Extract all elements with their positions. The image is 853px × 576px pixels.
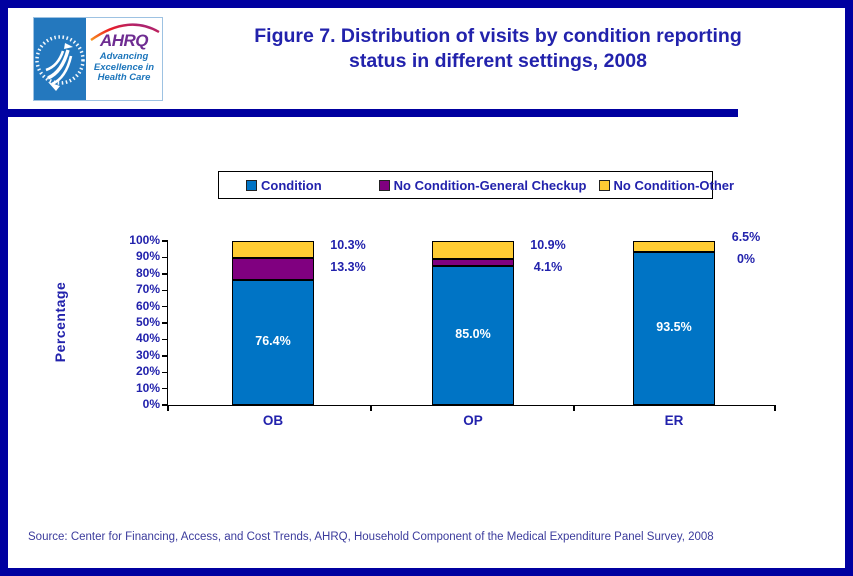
y-axis-tick [162, 371, 168, 373]
y-axis-tick-label: 100% [129, 233, 160, 247]
ahrq-logo-panel: AHRQ Advancing Excellence in Health Care [86, 18, 162, 100]
y-axis-tick-label: 60% [135, 298, 160, 313]
x-axis-line [166, 404, 776, 407]
legend-item-no-condition-general-checkup: No Condition-General Checkup [378, 177, 587, 193]
bar-value-label: 85.0% [455, 327, 491, 342]
header-divider-bar [8, 109, 738, 117]
hhs-eagle-icon [35, 35, 85, 91]
data-label-er-general-checkup: 0% [736, 252, 756, 266]
data-label-ob-other: 10.3% [330, 238, 366, 252]
y-axis-tick [162, 404, 168, 406]
legend-item-condition: Condition [246, 178, 322, 193]
y-axis-tick-label: 80% [135, 265, 160, 280]
y-axis-tick [162, 355, 168, 357]
legend-label-condition: Condition [261, 177, 322, 193]
ahrq-tagline-line1: Advancing [99, 51, 149, 62]
bar-segment-no-condition-other [432, 241, 514, 259]
figure-title-line1: Figure 7. Distribution of visits by cond… [254, 25, 742, 47]
legend-swatch-no-condition-other [598, 179, 610, 191]
data-label-ob-general-checkup: 13.3% [330, 260, 366, 274]
chart-legend: Condition No Condition-General Checkup N… [218, 171, 734, 199]
ahrq-rainbow-arc-icon [90, 23, 160, 41]
y-axis-tick [162, 322, 168, 324]
y-axis-tick [162, 338, 168, 341]
y-axis-tick-label: 30% [135, 347, 160, 362]
legend-item-no-condition-other: No Condition-Other [598, 177, 735, 193]
legend-swatch-no-condition-general-checkup [378, 179, 390, 191]
bar-value-label: 93.5% [656, 320, 692, 335]
data-label-op-general-checkup: 4.1% [533, 260, 563, 274]
ahrq-tagline-line2: Excellence in [93, 61, 155, 73]
source-note: Source: Center for Financing, Access, an… [28, 531, 714, 543]
y-axis-tick [162, 289, 168, 291]
x-axis-category-label: OB [262, 413, 284, 428]
legend-swatch-condition [246, 179, 257, 191]
ahrq-acronym: AHRQ [99, 31, 149, 50]
ahrq-tagline-line3: Health Care [97, 72, 151, 83]
y-axis-tick [162, 240, 168, 242]
bar-segment-condition [432, 265, 514, 405]
y-axis-tick-label: 10% [135, 380, 160, 395]
x-axis-tick [774, 405, 776, 411]
y-axis-tick-label: 50% [135, 315, 160, 329]
y-axis-tick-label: 70% [135, 282, 160, 297]
bar-segment-no-condition-other [232, 241, 314, 258]
data-label-op-other: 10.9% [530, 238, 566, 252]
bar-segment-no-condition-other [633, 241, 715, 252]
y-axis-tick-label: 0% [142, 397, 160, 411]
legend-label-no-condition-other: No Condition-Other [613, 177, 735, 193]
legend-label-no-condition-general-checkup: No Condition-General Checkup [393, 177, 587, 193]
x-axis-tick [573, 405, 575, 411]
hhs-seal-icon [34, 18, 86, 100]
x-axis-tick [167, 405, 169, 411]
ahrq-hhs-logo: AHRQ Advancing Excellence in Health Care [33, 17, 163, 101]
bar-value-label: 76.4% [255, 334, 291, 349]
bar-segment-condition [232, 279, 314, 405]
y-axis-title: Percentage [52, 281, 68, 363]
x-axis-tick [370, 405, 372, 411]
bar-segment-no-condition-general-checkup [232, 257, 314, 280]
data-label-er-other: 6.5% [731, 230, 761, 244]
y-axis-tick [162, 305, 168, 308]
x-axis-category-label: ER [664, 413, 684, 428]
figure-title: Figure 7. Distribution of visits by cond… [158, 24, 838, 74]
x-axis-category-label: OP [463, 413, 483, 428]
y-axis-tick-label: 40% [135, 331, 160, 346]
bar-segment-condition [633, 251, 715, 405]
y-axis-tick [162, 387, 168, 390]
y-axis-tick-label: 90% [135, 249, 160, 264]
figure-title-line2: status in different settings, 2008 [349, 50, 647, 72]
y-axis-tick [162, 273, 168, 275]
y-axis-tick-label: 20% [135, 364, 160, 379]
bar-segment-no-condition-general-checkup [432, 258, 514, 266]
y-axis-tick [162, 256, 168, 259]
